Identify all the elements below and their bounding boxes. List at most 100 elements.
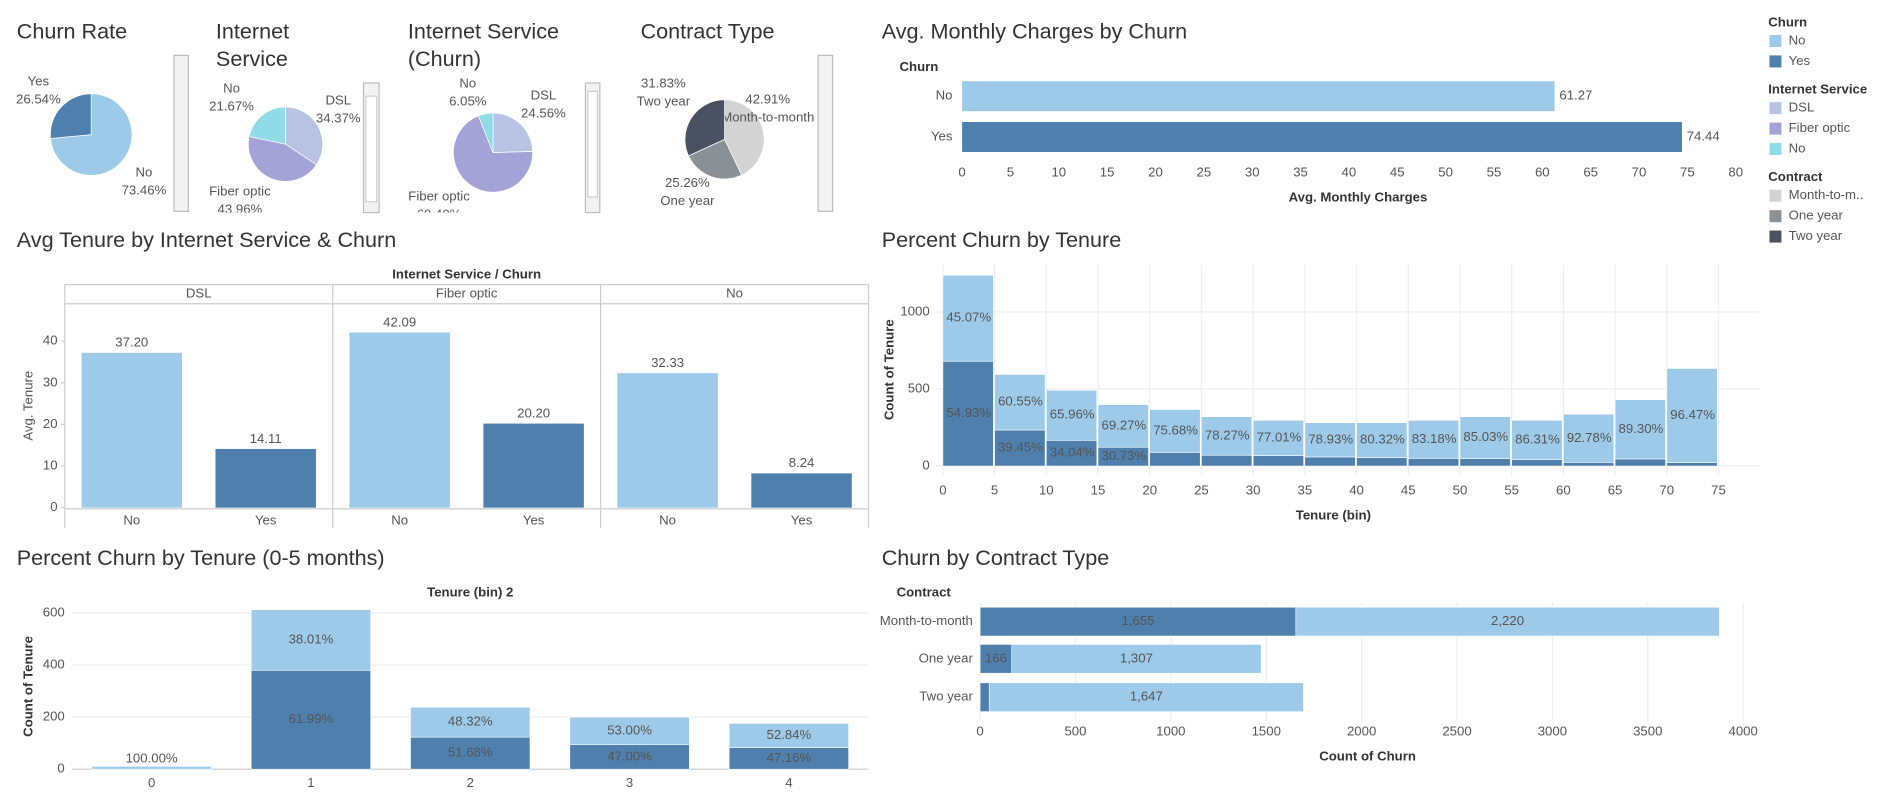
category-label: No: [659, 512, 676, 527]
percent-label: 53.00%: [607, 722, 652, 737]
slice-label: Two year: [637, 94, 691, 109]
histogram-bar: [1046, 389, 1098, 441]
legend-title: Internet Service: [1768, 82, 1867, 97]
histogram-bar: [1201, 454, 1253, 467]
x-axis-label: Avg. Monthly Charges: [1289, 190, 1428, 205]
slice-label: One year: [660, 193, 715, 208]
bar: [81, 352, 182, 508]
legend-swatch: [1769, 210, 1782, 223]
y-tick-label: 0: [57, 761, 64, 776]
percent-label: 92.78%: [1567, 430, 1612, 445]
category-label: No: [391, 512, 408, 527]
y-tick-label: 600: [43, 604, 65, 619]
category-label: 3: [626, 775, 633, 790]
slice-value-label: 25.26%: [665, 175, 710, 190]
x-tick-label: 20: [1148, 164, 1163, 179]
percent-label: 100.00%: [126, 751, 178, 766]
histogram-bar: [942, 274, 994, 362]
bar-segment: [91, 766, 212, 770]
legend-swatch: [1769, 35, 1782, 48]
pie-slice: [248, 106, 286, 145]
histogram-bar: [1304, 456, 1356, 467]
percent-label: 47.00%: [607, 748, 652, 763]
pie-slice: [492, 112, 533, 153]
x-tick-label: 75: [1680, 164, 1695, 179]
pie-slice: [248, 136, 317, 182]
pie-slice: [724, 99, 765, 176]
bar-segment: [569, 716, 690, 746]
x-axis-label: Tenure (bin): [1296, 508, 1371, 523]
histogram-bar: [1097, 404, 1149, 448]
category-label: 1: [307, 775, 314, 790]
value-label: 1,307: [1120, 650, 1153, 665]
bar: [751, 473, 852, 508]
slice-value-label: 21.67%: [209, 98, 254, 113]
slice-label: DSL: [325, 92, 351, 107]
value-label: 42.09: [383, 314, 416, 329]
slice-label: Yes: [28, 73, 50, 88]
x-tick-label: 60: [1556, 482, 1571, 497]
chart-title: Service: [216, 46, 288, 71]
x-tick-label: 45: [1390, 164, 1405, 179]
bar-segment: [250, 669, 371, 770]
chart-title: Percent Churn by Tenure (0-5 months): [17, 545, 385, 570]
slice-value-label: 73.46%: [122, 182, 167, 197]
y-tick-label: 0: [50, 499, 57, 514]
x-tick-label: 75: [1711, 482, 1726, 497]
x-tick-label: 50: [1453, 482, 1468, 497]
percent-label: 61.99%: [289, 711, 334, 726]
value-label: 2,220: [1491, 613, 1524, 628]
legend-swatch: [1769, 122, 1782, 135]
histogram-bar: [1356, 457, 1408, 467]
legend-swatch: [1769, 189, 1782, 202]
slice-value-label: 26.54%: [16, 91, 61, 106]
legend-label: No: [1789, 32, 1806, 47]
legend-swatch: [1769, 230, 1782, 243]
histogram-bar: [1046, 439, 1098, 467]
bar-segment: [1011, 644, 1262, 674]
histogram-bar: [1511, 459, 1563, 467]
x-tick-label: 20: [1142, 482, 1157, 497]
y-tick-label: 1000: [900, 303, 929, 318]
slice-label: DSL: [531, 88, 557, 103]
percent-label: 96.47%: [1670, 407, 1715, 422]
scrollbar-thumb[interactable]: [587, 90, 599, 198]
x-tick-label: 35: [1293, 164, 1308, 179]
chart-title: (Churn): [408, 46, 481, 71]
value-label: 1,655: [1121, 613, 1154, 628]
slice-label: No: [136, 164, 153, 179]
legend-label: Month-to-m..: [1789, 187, 1864, 202]
scrollbar[interactable]: [817, 54, 834, 212]
histogram-bar: [1252, 455, 1304, 467]
legend-swatch: [1769, 142, 1782, 155]
slice-label: Month-to-month: [721, 109, 814, 124]
percent-label: 89.30%: [1619, 421, 1664, 436]
legend-label: Fiber optic: [1789, 120, 1851, 135]
x-tick-label: 30: [1246, 482, 1261, 497]
percent-label: 65.96%: [1050, 407, 1095, 422]
histogram-bar: [1614, 399, 1666, 460]
chart-title: Churn Rate: [17, 18, 127, 43]
bar-segment: [410, 736, 531, 770]
percent-label: 38.01%: [289, 631, 334, 646]
category-label: 2: [467, 775, 474, 790]
chart-title: Avg Tenure by Internet Service & Churn: [17, 227, 396, 252]
scrollbars: [173, 54, 834, 214]
category-label: Yes: [255, 512, 277, 527]
x-tick-label: 65: [1583, 164, 1598, 179]
x-tick-label: 0: [958, 164, 965, 179]
percent-label: 39.45%: [998, 439, 1043, 454]
x-tick-label: 1000: [1156, 723, 1185, 738]
x-tick-label: 40: [1349, 482, 1364, 497]
x-tick-label: 70: [1632, 164, 1647, 179]
percent-label: 52.84%: [767, 727, 812, 742]
bar-segment: [569, 744, 690, 770]
x-tick-label: 65: [1608, 482, 1623, 497]
x-tick-label: 15: [1100, 164, 1115, 179]
category-header: Tenure (bin) 2: [427, 584, 513, 599]
scrollbar-thumb[interactable]: [365, 95, 378, 203]
chart-title: Churn by Contract Type: [882, 545, 1110, 570]
x-tick-label: 500: [1064, 723, 1086, 738]
percent-label: 34.04%: [1050, 445, 1095, 460]
scrollbar[interactable]: [173, 54, 189, 212]
